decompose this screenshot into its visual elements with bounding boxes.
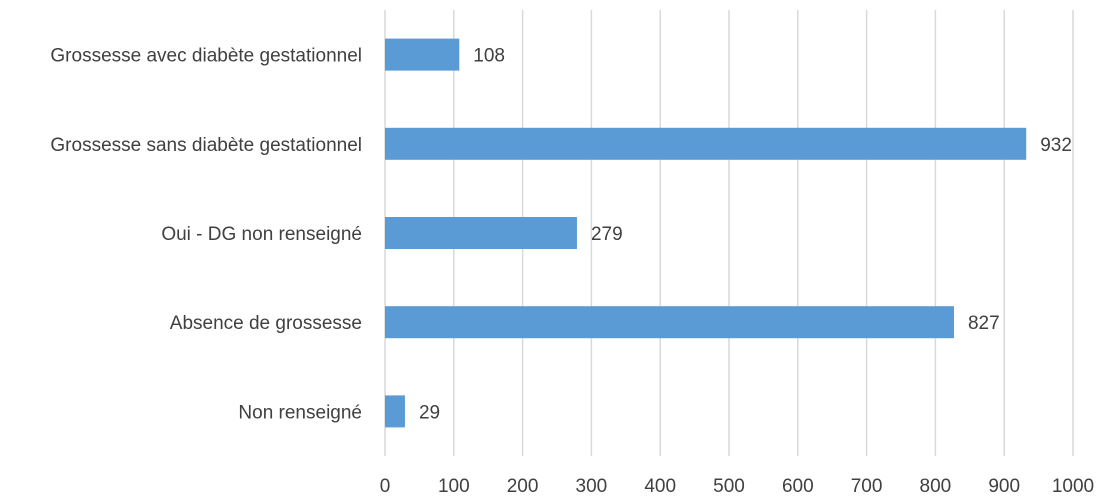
x-tick-label: 1000 (1052, 476, 1094, 497)
data-label: 108 (473, 46, 505, 67)
category-label: Non renseigné (238, 402, 362, 423)
x-tick-label: 700 (851, 476, 883, 497)
x-tick-label: 600 (782, 476, 814, 497)
category-label: Oui - DG non renseigné (161, 224, 362, 245)
x-tick-label: 800 (920, 476, 952, 497)
bar (385, 217, 577, 249)
x-tick-label: 400 (644, 476, 676, 497)
gridlines (384, 10, 1074, 456)
data-label: 29 (419, 402, 440, 423)
bar (385, 38, 460, 71)
x-tick-label: 100 (438, 476, 470, 497)
data-label: 279 (591, 224, 623, 245)
bar (385, 127, 1027, 160)
x-tick-label: 500 (713, 476, 745, 497)
x-tick-label: 0 (380, 476, 391, 497)
data-label: 827 (968, 313, 1000, 334)
x-tick-label: 200 (507, 476, 539, 497)
category-label: Absence de grossesse (170, 313, 362, 334)
x-tick-label: 900 (988, 476, 1020, 497)
category-labels: Grossesse avec diabète gestationnel Gross… (50, 46, 362, 424)
bar (385, 306, 954, 339)
category-label: Grossesse sans diabète gestationnel (50, 135, 362, 156)
x-axis-ticks: 0 100 200 300 400 500 600 700 800 900 1000 (380, 476, 1094, 497)
category-label: Grossesse avec diabète gestationnel (50, 46, 362, 67)
x-tick-label: 300 (576, 476, 608, 497)
bar (385, 395, 405, 428)
bars (385, 38, 1027, 428)
data-labels: 108 932 279 827 29 (419, 46, 1072, 424)
data-label: 932 (1040, 135, 1072, 156)
